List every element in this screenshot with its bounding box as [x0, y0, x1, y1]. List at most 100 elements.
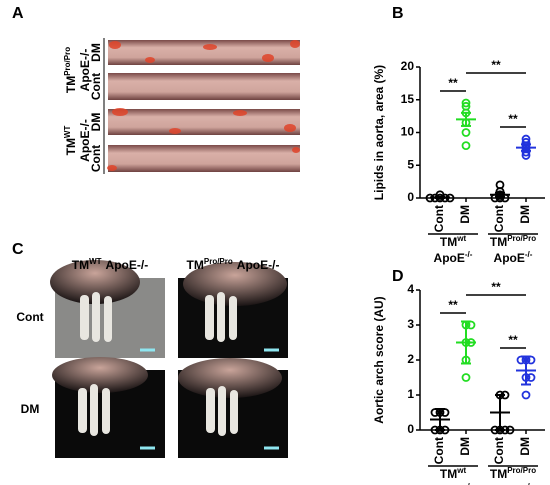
group-label: ApoE-/-: [494, 482, 533, 485]
group-label-part: Pro/Pro: [507, 466, 536, 475]
group-label-part: TM: [440, 467, 457, 481]
x-tick-label: Cont: [492, 205, 506, 232]
y-tick-label: 10: [401, 125, 415, 139]
column-label-part: ApoE-/-: [106, 258, 149, 272]
panel-label: A: [12, 5, 24, 22]
y-tick-label: 15: [401, 92, 415, 106]
data-point: [495, 180, 505, 190]
error-bar: [461, 320, 471, 365]
group-label-part: TM: [440, 235, 457, 249]
significance-label: **: [508, 112, 518, 126]
error-bar: [435, 195, 445, 199]
data-point: [461, 128, 471, 137]
significance-label: **: [448, 298, 458, 312]
error-bar: [495, 191, 505, 198]
error-bar: [461, 111, 471, 127]
row-label: DM: [21, 402, 40, 416]
group-label: TMPro/Pro: [490, 466, 536, 482]
y-tick-label: 3: [407, 317, 414, 331]
aorta-photos: [102, 36, 306, 176]
error-bar: [521, 143, 531, 152]
group-label-part: WT: [63, 126, 72, 139]
row-label: DM: [89, 43, 103, 62]
y-axis-title: Aortic arch score (AU): [372, 296, 386, 423]
group-label-part: TM: [490, 235, 507, 249]
data-point: [440, 408, 450, 417]
x-tick-label: DM: [518, 437, 532, 456]
group-label: ApoE-/-: [494, 250, 533, 266]
column-label-part: WT: [89, 257, 102, 266]
group-label: TMWT: [63, 126, 79, 156]
group-label-part: TM: [64, 138, 78, 155]
data-point: [526, 355, 536, 365]
group-label: TMPro/Pro: [490, 234, 536, 250]
x-tick-label: DM: [458, 437, 472, 456]
group-label-part: TM: [64, 76, 78, 93]
error-bar: [495, 394, 505, 431]
group-label-part: Pro/Pro: [507, 234, 536, 243]
group-label-part: ApoE: [494, 483, 525, 485]
data-point: [526, 373, 536, 382]
significance-label: **: [491, 58, 501, 72]
y-tick-label: 1: [407, 387, 414, 401]
group-label: TMwt: [440, 466, 467, 482]
data-point: [521, 390, 531, 400]
group-label: ApoE-/-: [434, 250, 473, 266]
panel-label: C: [12, 241, 24, 258]
group-label: ApoE-/-: [78, 49, 92, 92]
significance-label: **: [491, 280, 501, 294]
group-label-part: wt: [456, 466, 466, 475]
data-point: [505, 425, 515, 435]
group-label: ApoE-/-: [434, 482, 473, 485]
column-label: TMPro/Pro ApoE-/-: [187, 257, 280, 273]
group-label: TMwt: [440, 234, 467, 250]
x-tick-label: Cont: [432, 437, 446, 464]
y-tick-label: 0: [407, 422, 414, 436]
data-point: [516, 355, 526, 365]
significance-label: **: [508, 333, 518, 347]
data-point: [461, 101, 471, 111]
significance-label: **: [448, 76, 458, 90]
data-point: [461, 141, 471, 151]
data-point: [461, 373, 471, 382]
group-label: ApoE-/-: [78, 119, 92, 162]
row-label: Cont: [89, 73, 103, 100]
x-tick-label: DM: [458, 205, 472, 224]
group-label-part: ApoE: [434, 251, 465, 265]
y-tick-label: 0: [407, 190, 414, 204]
group-label-part: wt: [456, 234, 466, 243]
data-point: [430, 408, 440, 417]
error-bar: [435, 408, 445, 431]
column-label-part: Pro/Pro: [204, 257, 233, 266]
column-label-part: TM: [187, 258, 204, 272]
row-label: Cont: [16, 310, 43, 324]
column-label: TMWT ApoE-/-: [72, 257, 148, 273]
group-label-part: -/-: [525, 250, 533, 259]
data-point: [466, 320, 476, 330]
group-label-part: -/-: [525, 482, 533, 485]
y-axis-title: Lipids in aorta, area (%): [372, 65, 386, 200]
data-point: [461, 98, 471, 108]
x-tick-label: DM: [518, 205, 532, 224]
row-label: Cont: [89, 145, 103, 172]
group-label-part: TM: [490, 467, 507, 481]
column-label-part: ApoE-/-: [237, 258, 280, 272]
panel-label: D: [392, 268, 404, 285]
group-label-part: ApoE: [494, 251, 525, 265]
column-label-part: TM: [72, 258, 89, 272]
group-label-part: Pro/Pro: [63, 47, 72, 76]
group-label-part: ApoE: [434, 483, 465, 485]
y-tick-label: 20: [401, 59, 415, 73]
y-tick-label: 4: [407, 282, 414, 296]
error-bar: [521, 355, 531, 386]
group-label-part: -/-: [465, 250, 473, 259]
y-tick-label: 2: [407, 352, 414, 366]
row-label: DM: [89, 113, 103, 132]
panel-label: B: [392, 5, 404, 22]
data-point: [521, 134, 531, 144]
arch-photos: [50, 260, 288, 458]
group-label-part: -/-: [465, 482, 473, 485]
y-tick-label: 5: [407, 157, 414, 171]
group-label: TMPro/Pro: [63, 47, 79, 93]
